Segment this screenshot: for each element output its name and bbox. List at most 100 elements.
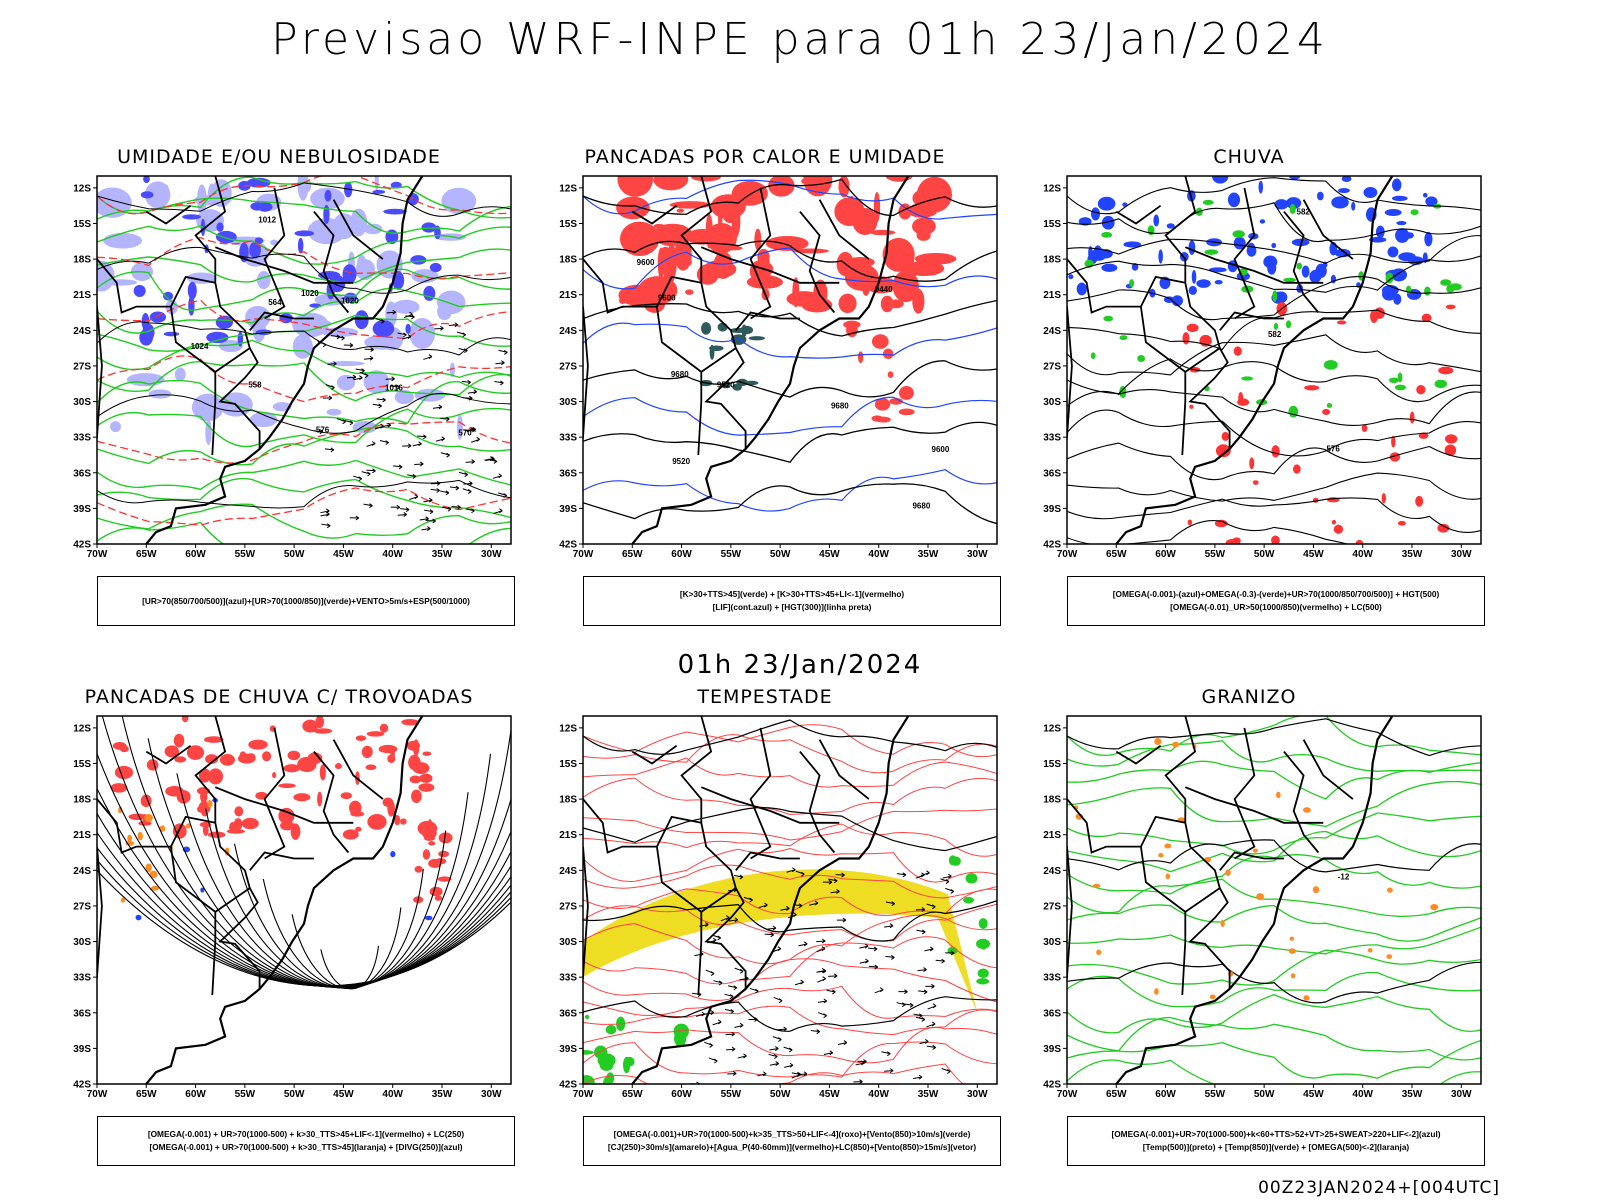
wind-vector [727, 1072, 737, 1075]
country-border [583, 798, 702, 854]
lat-tick-label: 24S [559, 326, 577, 337]
panel-pancadas-calor: PANCADAS POR CALOR E UMIDADE 9680 9680 968… [530, 146, 1001, 626]
wind-vector [780, 907, 790, 911]
omega-area [1341, 176, 1352, 182]
wind-vector-head [764, 902, 768, 908]
humidity-core [187, 281, 197, 300]
wind-vector-head [457, 504, 461, 510]
lon-tick-label: 55W [1205, 549, 1226, 560]
storm-area [400, 818, 407, 825]
wind-vector-head [455, 485, 460, 491]
temp850-contour [1067, 878, 1481, 917]
pressure-contour [583, 807, 997, 852]
rain-area [1293, 464, 1301, 474]
omega-strong-area [1434, 379, 1448, 389]
hgt-contour [583, 178, 997, 217]
wind-vector-head [436, 480, 441, 486]
contour-label: 582 [1268, 330, 1282, 339]
wind-vector-head [841, 872, 845, 878]
omega-strong-area [1326, 402, 1333, 408]
wind-vector-head [879, 987, 884, 993]
wind-vector-head [717, 1019, 722, 1025]
wind-vector-head [427, 526, 431, 531]
storm-area [422, 751, 432, 756]
hgt-contour [1067, 409, 1481, 457]
wind-vector-head [778, 998, 783, 1004]
wind-vector-head [714, 1058, 718, 1064]
contour-label: 558 [248, 380, 262, 389]
wind-vector-head [777, 946, 782, 952]
omega-area [1384, 209, 1402, 216]
wind-vector-head [793, 912, 797, 918]
lat-tick-label: 30S [1043, 397, 1061, 408]
omega-strong-area [1424, 286, 1431, 296]
humidity-area [97, 187, 132, 218]
omega-strong-area [1119, 335, 1128, 341]
lon-tick-label: 55W [721, 1089, 742, 1100]
temp500-contour [1067, 718, 1481, 757]
wind-vector [464, 428, 474, 432]
wind-vector [432, 406, 442, 409]
temp850-contour [1067, 760, 1481, 800]
humidity-core [249, 241, 261, 259]
lat-tick-label: 15S [1043, 219, 1061, 230]
panel-tempestade: TEMPESTADE 12S 15S 18S 21S 24S 27S 30S 33S 36S 39… [530, 686, 1001, 1166]
orange-area [145, 863, 152, 873]
lon-tick-label: 40W [1352, 1089, 1373, 1100]
humidity-contour [97, 339, 511, 379]
legend-line-1: [OMEGA(-0.001)+UR>70(1000-500)+k<60+TTS>… [1111, 1129, 1441, 1139]
wind-vector-head [932, 1003, 937, 1009]
lon-tick-label: 50W [770, 1089, 791, 1100]
omega-area [1391, 195, 1408, 202]
humidity-core [372, 320, 395, 338]
wind-vector-head [729, 994, 734, 999]
omega-area [1316, 191, 1324, 201]
country-border [818, 199, 870, 260]
wind-vector [919, 1040, 929, 1045]
country-border [194, 176, 261, 449]
contour-label: 564 [268, 298, 282, 307]
country-border [97, 306, 103, 442]
lat-tick-label: 24S [1043, 326, 1061, 337]
lat-tick-label: 12S [73, 183, 91, 194]
wind-vector-head [326, 523, 331, 529]
wind-vector-head [341, 335, 345, 341]
omega-orange-area [1386, 954, 1393, 960]
thickness-contour [97, 487, 511, 526]
omega-area [1309, 269, 1322, 284]
lon-tick-label: 70W [87, 1089, 108, 1100]
country-border [799, 751, 836, 854]
wind-vector-head [945, 879, 950, 885]
wind-vector-head [422, 434, 427, 440]
instability-area [882, 348, 894, 360]
omega-area [1375, 225, 1385, 238]
instability-area [731, 180, 768, 206]
coastline [145, 716, 434, 1084]
temp850-contour [1067, 830, 1481, 873]
omega-strong-area [1119, 386, 1127, 398]
wind-vector [727, 985, 737, 989]
wind-vector-head [359, 375, 363, 381]
panel-legend: [OMEGA(-0.001)+UR>70(1000-500)+k<60+TTS>… [1067, 1116, 1485, 1166]
wind-vector [694, 953, 704, 957]
lat-tick-label: 15S [559, 759, 577, 770]
legend-line-1: [OMEGA(-0.001) + UR>70(1000-500) + k>30_… [147, 1129, 465, 1139]
country-border [249, 851, 314, 871]
legend-line-2: [OMEGA(-0.001) + UR>70(1000-500) + k>30_… [149, 1142, 463, 1152]
storm-area [293, 793, 311, 802]
wind-vector [764, 933, 774, 936]
legend-line-1: [OMEGA(-0.001)-(azul)+OMEGA(-0.3)-(verde… [1112, 589, 1440, 599]
rain-area [1249, 457, 1255, 470]
country-border [1164, 176, 1231, 449]
hgt-contour [583, 483, 997, 525]
wind-vector [810, 1029, 820, 1033]
wind-vector-head [369, 503, 373, 509]
rain-area [1271, 535, 1280, 544]
pressure-contour [97, 246, 511, 294]
storm-area [365, 764, 377, 771]
orange-area [159, 825, 166, 832]
wind-vector-head [462, 332, 466, 338]
wind-vector-head [464, 472, 468, 478]
omega-area [1188, 240, 1196, 255]
water-contour [583, 1063, 964, 1084]
